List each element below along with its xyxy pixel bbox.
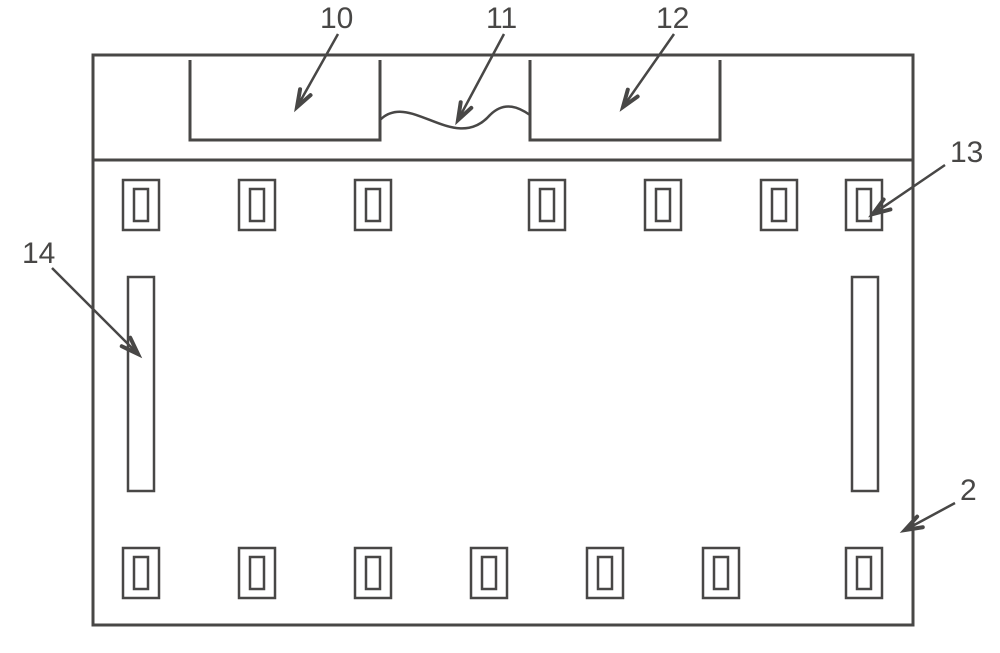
leader-l12-leader: [623, 34, 674, 107]
label-l2: 2: [960, 474, 977, 507]
side-bar-1: [852, 277, 878, 491]
label-l13: 13: [950, 136, 983, 169]
bottom-socket-6-outer: [846, 548, 882, 598]
bottom-socket-0-outer: [123, 548, 159, 598]
top-socket-5-inner: [772, 189, 786, 221]
leader-l11-arrow: [458, 102, 471, 120]
bottom-socket-3-inner: [482, 557, 496, 589]
bottom-socket-6-inner: [857, 557, 871, 589]
top-socket-0-outer: [123, 180, 159, 230]
top-socket-0-inner: [134, 189, 148, 221]
leader-l10-leader: [297, 34, 338, 107]
top-socket-5-outer: [761, 180, 797, 230]
top-socket-1-outer: [239, 180, 275, 230]
label-l12: 12: [656, 2, 689, 35]
top-socket-3-inner: [540, 189, 554, 221]
top-socket-4-outer: [645, 180, 681, 230]
label-l14: 14: [22, 237, 55, 270]
bottom-socket-1-inner: [250, 557, 264, 589]
bottom-socket-4-inner: [598, 557, 612, 589]
leader-l11-leader: [458, 34, 504, 120]
label-l11: 11: [486, 2, 517, 35]
top-socket-6-inner: [857, 189, 871, 221]
bottom-socket-2-outer: [355, 548, 391, 598]
bottom-socket-0-inner: [134, 557, 148, 589]
bottom-socket-5-outer: [703, 548, 739, 598]
bottom-socket-2-inner: [366, 557, 380, 589]
top-socket-2-inner: [366, 189, 380, 221]
side-bar-0: [128, 277, 154, 491]
bottom-socket-3-outer: [471, 548, 507, 598]
leader-l13-leader: [873, 165, 945, 214]
bottom-socket-4-outer: [587, 548, 623, 598]
bottom-socket-1-outer: [239, 548, 275, 598]
label-l10: 10: [320, 2, 353, 35]
top-left-slot: [190, 60, 380, 140]
top-socket-2-outer: [355, 180, 391, 230]
top-socket-6-outer: [846, 180, 882, 230]
top-socket-3-outer: [529, 180, 565, 230]
wavy-connector: [380, 106, 530, 128]
leader-l14-leader: [52, 268, 138, 354]
top-socket-4-inner: [656, 189, 670, 221]
leader-l10-arrow: [297, 89, 311, 107]
top-socket-1-inner: [250, 189, 264, 221]
bottom-socket-5-inner: [714, 557, 728, 589]
